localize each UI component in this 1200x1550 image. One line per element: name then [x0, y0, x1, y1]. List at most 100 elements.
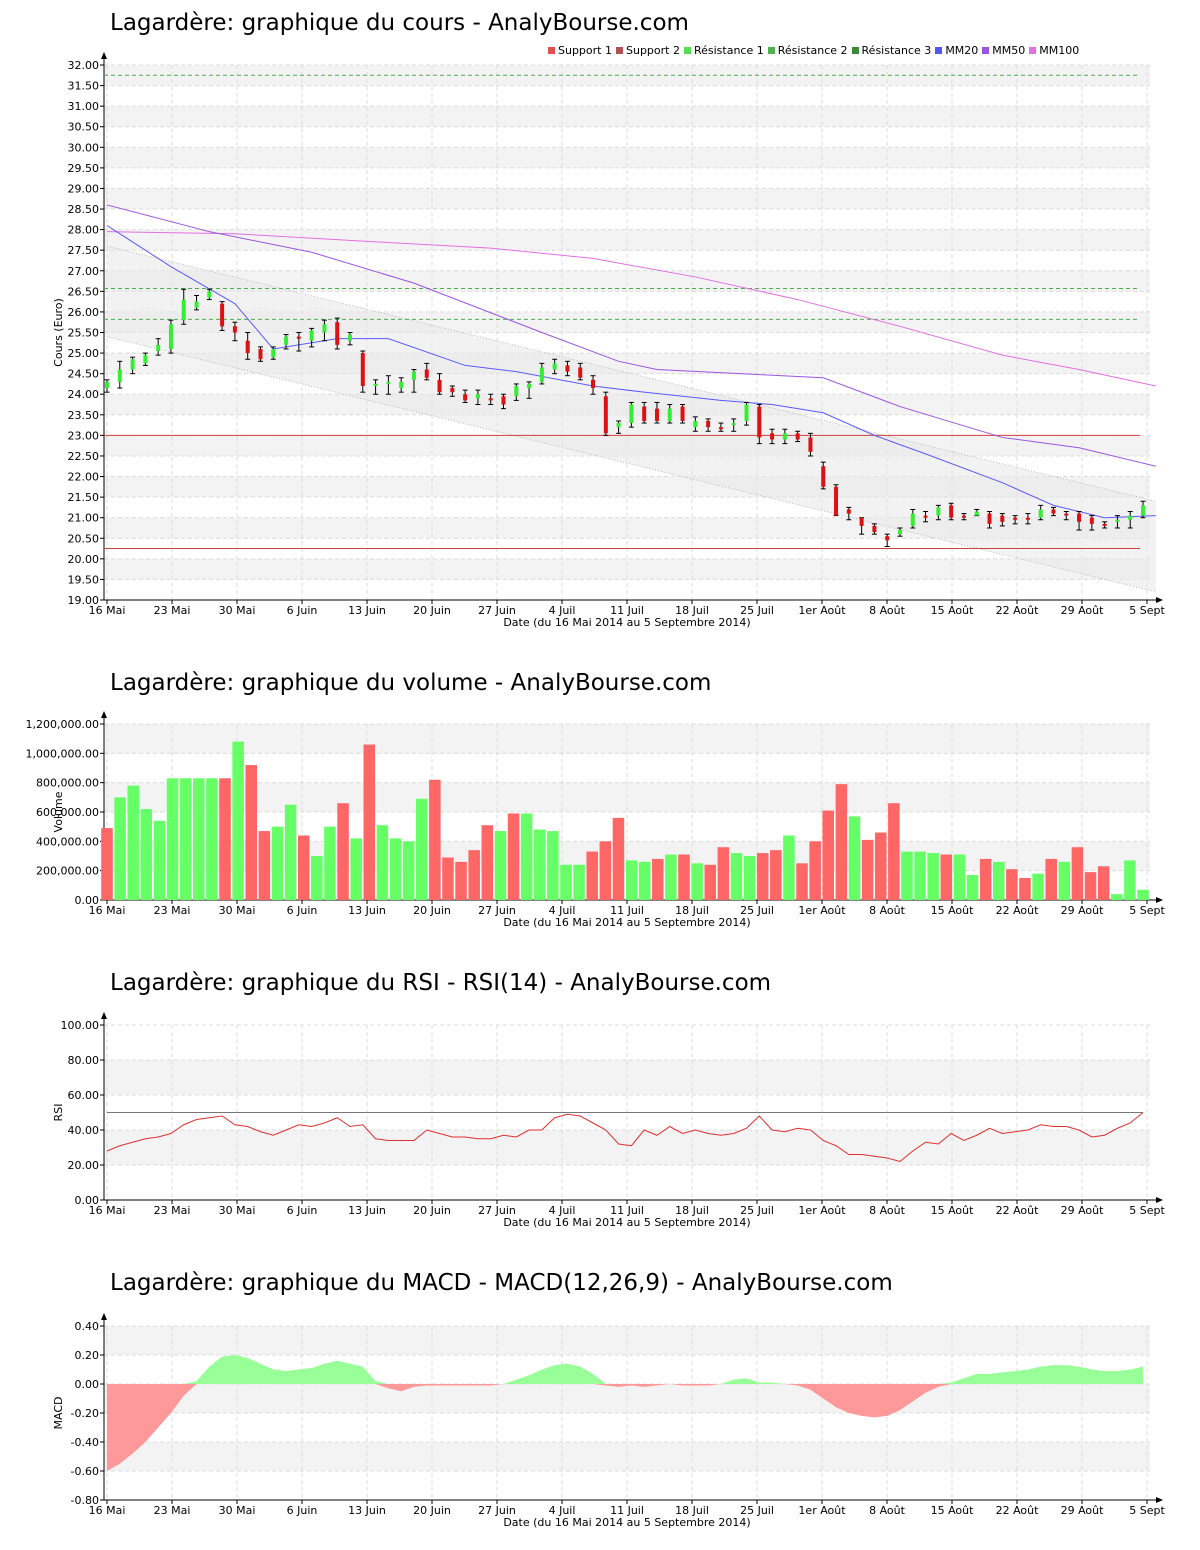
candle-body — [386, 381, 391, 384]
volume-bar — [835, 784, 848, 900]
candle-body — [373, 383, 378, 386]
rsi-xtick-label: 27 Juin — [478, 1204, 516, 1217]
rsi-xtick-label: 1er Août — [798, 1204, 846, 1217]
legend-swatch — [548, 47, 555, 54]
volume-xtick-label: 23 Mai — [154, 904, 191, 917]
volume-bar — [586, 851, 598, 900]
legend-label: Support 2 — [625, 44, 680, 57]
price-ytick-label: 28.50 — [68, 203, 100, 216]
price-ytick-label: 31.00 — [68, 100, 100, 113]
price-chart-title: Lagardère: graphique du cours - AnalyBou… — [110, 10, 689, 36]
candle-body — [846, 509, 851, 514]
volume-bar — [114, 797, 126, 900]
candle-body — [488, 398, 493, 401]
volume-bar — [888, 803, 900, 900]
candle-body — [693, 420, 698, 428]
rsi-xtick-label: 30 Mai — [219, 1204, 256, 1217]
volume-bar — [376, 825, 389, 900]
candle-body — [923, 515, 928, 518]
macd-xtick-label: 1er Août — [798, 1504, 846, 1517]
mm100-line — [106, 231, 1156, 387]
candle-body — [1013, 517, 1018, 520]
macd-xtick-label: 29 Août — [1061, 1504, 1105, 1517]
price-ytick-label: 26.50 — [68, 285, 100, 298]
volume-bar — [756, 853, 769, 900]
volume-bar — [704, 864, 716, 900]
legend-label: MM50 — [992, 44, 1026, 57]
candle-body — [156, 344, 161, 352]
price-ytick-label: 20.50 — [68, 532, 100, 545]
price-ytick-label: 21.50 — [68, 491, 100, 504]
volume-bar — [625, 860, 638, 900]
price-xtick-label: 27 Juin — [478, 604, 516, 617]
candle-body — [578, 367, 583, 378]
candle-body — [1115, 519, 1120, 522]
candle-body — [181, 299, 186, 321]
legend-item: MM50 — [982, 44, 1025, 57]
candle-body — [757, 406, 762, 438]
candle-body — [360, 353, 365, 386]
price-ytick-label: 27.50 — [68, 244, 100, 257]
candle-body — [808, 437, 813, 452]
price-ytick-label: 24.00 — [68, 388, 100, 401]
macd-x-axis-title: Date (du 16 Mai 2014 au 5 Septembre 2014… — [503, 1516, 750, 1529]
rsi-xtick-label: 20 Juin — [413, 1204, 451, 1217]
rsi-y-axis-title: RSI — [52, 1104, 65, 1122]
candle-body — [616, 423, 621, 428]
volume-bar — [1019, 878, 1031, 900]
volume-bar — [140, 809, 153, 900]
price-ytick-label: 29.50 — [68, 162, 100, 175]
price-ytick-label: 28.00 — [68, 224, 100, 237]
volume-bar — [271, 826, 284, 900]
rsi-ytick-label: 60.00 — [68, 1089, 100, 1102]
legend-swatch — [851, 47, 859, 54]
volume-bar — [1071, 847, 1084, 900]
macd-xtick-label: 22 Août — [996, 1504, 1040, 1517]
rsi-xtick-label: 22 Août — [996, 1204, 1040, 1217]
candle-body — [795, 433, 800, 440]
volume-bar — [442, 857, 454, 900]
macd-xtick-label: 13 Juin — [348, 1504, 386, 1517]
candle-body — [463, 394, 468, 401]
volume-bar — [127, 785, 139, 900]
volume-bar — [206, 778, 218, 900]
price-ytick-label: 19.00 — [68, 594, 100, 607]
candle-body — [1102, 523, 1107, 526]
candle-body — [296, 336, 301, 339]
volume-xtick-label: 22 Août — [996, 904, 1040, 917]
legend-label: MM100 — [1039, 44, 1080, 57]
macd-chart-block: Lagardère: graphique du MACD - MACD(12,2… — [0, 1260, 1200, 1550]
candle-body — [910, 513, 915, 526]
volume-bar — [481, 825, 494, 900]
candle-body — [706, 420, 711, 428]
candle-body — [949, 505, 954, 518]
candle-body — [897, 530, 902, 535]
candle-body — [834, 486, 839, 516]
macd-ytick-label: 0.00 — [75, 1378, 100, 1391]
candle-body — [245, 340, 250, 354]
rsi-xtick-label: 16 Mai — [89, 1204, 126, 1217]
legend-item: MM20 — [935, 44, 978, 57]
legend-label: Support 1 — [558, 44, 612, 57]
volume-xtick-label: 1er Août — [798, 904, 846, 917]
price-ytick-label: 25.50 — [68, 327, 100, 340]
price-ytick-label: 24.50 — [68, 368, 100, 381]
candle-body — [411, 371, 416, 380]
candle-body — [105, 381, 109, 389]
candle-body — [859, 517, 864, 526]
legend-swatch — [982, 47, 990, 54]
rsi-ytick-label: 40.00 — [68, 1124, 100, 1137]
candle-body — [130, 359, 135, 370]
macd-xtick-label: 4 Juil — [549, 1504, 576, 1517]
legend-label: Résistance 2 — [777, 44, 848, 57]
volume-bar — [1058, 861, 1071, 900]
volume-xtick-label: 5 Sept — [1129, 904, 1165, 917]
price-xtick-label: 15 Août — [931, 604, 975, 617]
volume-bar — [665, 854, 677, 900]
price-chart-block: Lagardère: graphique du cours - AnalyBou… — [0, 0, 1200, 640]
price-x-axis-title: Date (du 16 Mai 2014 au 5 Septembre 2014… — [503, 616, 750, 629]
candle-body — [527, 383, 532, 389]
legend-item: Support 2 — [615, 44, 680, 57]
candle-body — [143, 355, 148, 364]
volume-xtick-label: 25 Juil — [740, 904, 774, 917]
